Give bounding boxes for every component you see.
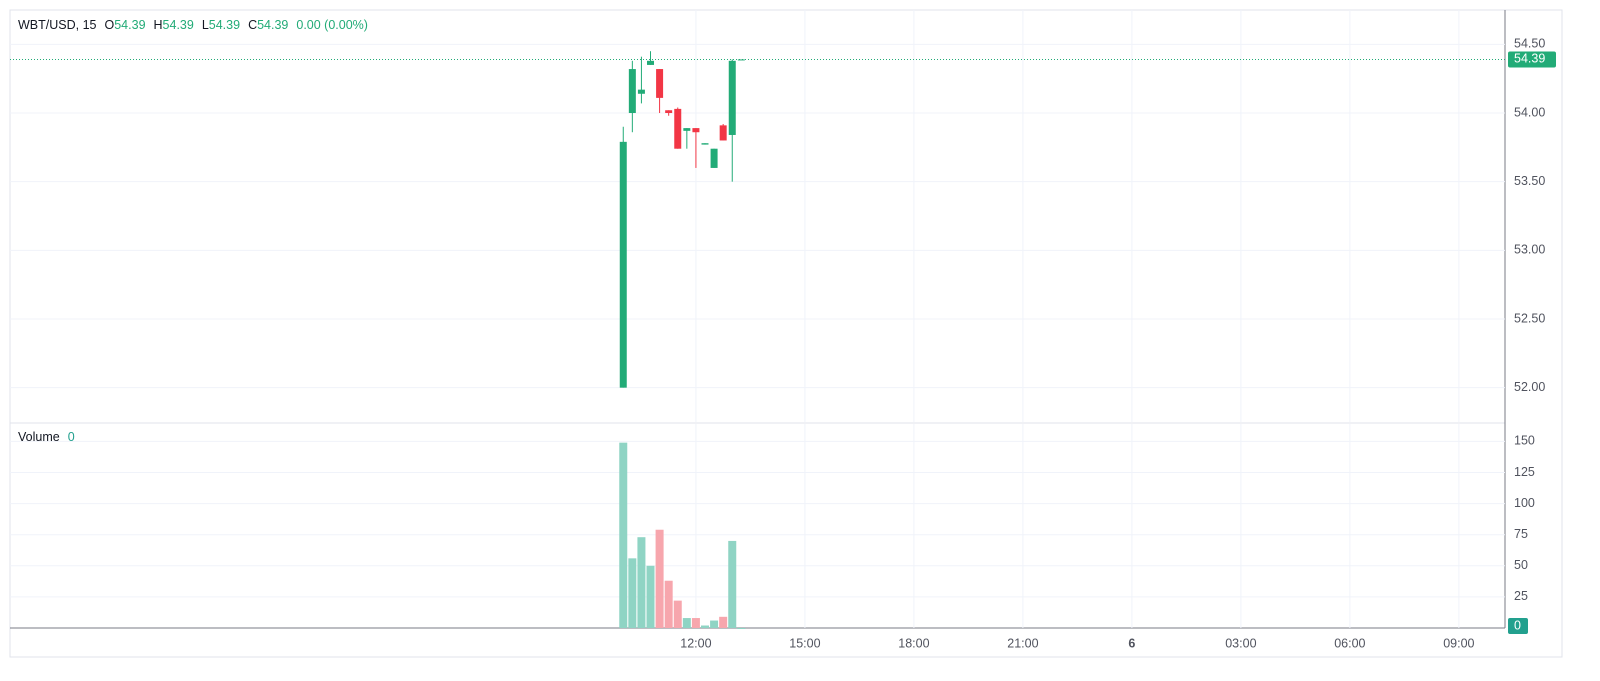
legend-value: 54.39: [163, 18, 194, 32]
volume-bar: [719, 616, 728, 628]
candle-body: [683, 128, 691, 131]
frame: [9, 9, 1563, 658]
y-tick-label: 53.50: [1514, 174, 1545, 188]
legend-label: O: [105, 18, 115, 32]
legend-change: 0.00 (0.00%): [296, 18, 368, 32]
y-tick-label: 25: [1514, 589, 1528, 603]
candle-body: [647, 60, 655, 65]
volume-legend: Volume 0: [18, 430, 75, 444]
y-tick-label: 54.50: [1514, 37, 1545, 51]
y-tick-label: 52.50: [1514, 311, 1545, 325]
y-tick-label: 150: [1514, 434, 1535, 448]
legend-value: 54.39: [257, 18, 288, 32]
x-tick-label: 15:00: [789, 636, 820, 650]
volume-bar: [682, 618, 691, 628]
legend-label: L: [202, 18, 209, 32]
volume-bar: [637, 537, 646, 628]
y-tick-label: 52.00: [1514, 380, 1545, 394]
volume-bar: [710, 620, 719, 628]
last-price-label: 54.39: [1514, 52, 1545, 66]
last-volume-label: 0: [1514, 618, 1521, 632]
volume-bar: [628, 558, 637, 628]
y-tick-label: 53.00: [1514, 243, 1545, 257]
last-price-badge: [1508, 51, 1556, 68]
candle-body: [701, 143, 709, 145]
volume-bar: [619, 442, 628, 628]
candle-body: [637, 89, 645, 94]
last-volume-badge: [1508, 618, 1528, 634]
x-tick-label: 12:00: [680, 636, 711, 650]
legend-value: 54.39: [209, 18, 240, 32]
candle-body: [665, 110, 673, 113]
x-tick-label: 09:00: [1443, 636, 1474, 650]
legend: WBT/USD, 15 O54.39 H54.39 L54.39 C54.39 0.00 …: [18, 18, 368, 32]
x-tick-label: 06:00: [1334, 636, 1365, 650]
volume-bar: [701, 625, 710, 628]
volume-bar: [646, 565, 655, 628]
volume-bar: [737, 628, 746, 629]
volume-bar: [673, 600, 682, 628]
x-tick-label: 03:00: [1225, 636, 1256, 650]
candle-body: [710, 148, 718, 168]
legend-label: C: [248, 18, 257, 32]
candle-body: [628, 69, 636, 113]
volume-title: Volume: [18, 430, 60, 444]
y-tick-label: 54.00: [1514, 105, 1545, 119]
legend-value: 54.39: [114, 18, 145, 32]
x-tick-label: 18:00: [898, 636, 929, 650]
volume-value: 0: [68, 430, 75, 444]
candle-body: [728, 60, 736, 135]
y-tick-label: 50: [1514, 558, 1528, 572]
y-tick-label: 125: [1514, 465, 1535, 479]
volume-bar: [691, 618, 700, 628]
volume-bar: [664, 580, 673, 628]
legend-label: H: [154, 18, 163, 32]
candle-body: [737, 59, 745, 61]
volume-bar: [655, 529, 664, 628]
candle-body: [674, 108, 682, 149]
candle-body: [619, 141, 627, 388]
candle-body: [692, 128, 700, 133]
candle-body: [656, 69, 664, 98]
volume-bar: [728, 540, 737, 628]
legend-symbol: WBT/USD, 15: [18, 18, 97, 32]
y-tick-label: 75: [1514, 527, 1528, 541]
candle-body: [719, 125, 727, 141]
y-tick-label: 100: [1514, 496, 1535, 510]
x-tick-label: 21:00: [1007, 636, 1038, 650]
x-tick-label: 6: [1128, 636, 1135, 650]
